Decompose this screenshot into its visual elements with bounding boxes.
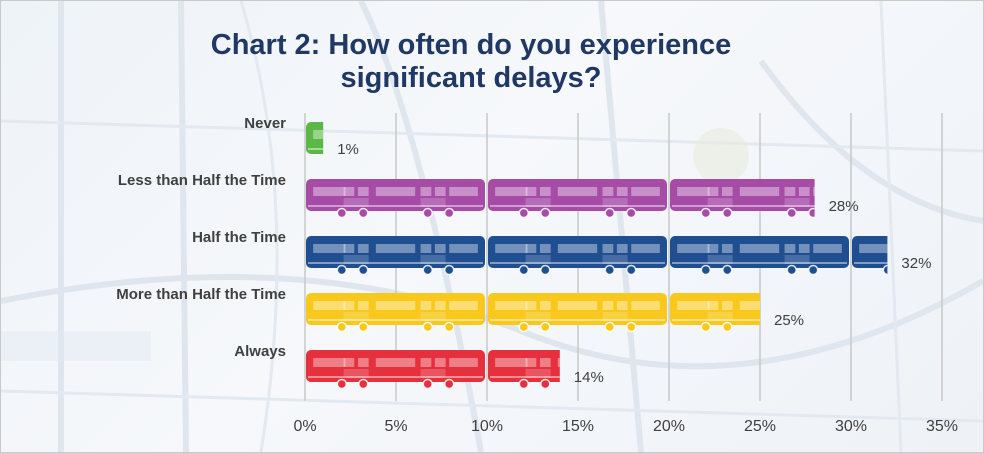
x-tick-label: 0% [293,418,316,435]
category-label: Always [234,343,286,360]
data-label: 1% [337,141,359,158]
bar [306,236,888,276]
data-label: 32% [901,255,931,272]
x-tick-label: 15% [562,418,594,435]
category-label: Less than Half the Time [118,172,286,189]
bar [306,179,815,219]
x-tick-label: 25% [744,418,776,435]
category-label: More than Half the Time [116,286,286,303]
data-label: 25% [774,312,804,329]
x-tick-label: 30% [835,418,867,435]
category-label: Never [244,115,286,132]
bar [306,350,560,390]
bar [306,122,324,154]
x-tick-label: 10% [471,418,503,435]
bar [306,293,760,333]
x-tick-label: 5% [384,418,407,435]
data-label: 14% [574,369,604,386]
data-label: 28% [829,198,859,215]
chart-title: Chart 2: How often do you experience sig… [210,29,732,94]
category-label: Half the Time [192,229,286,246]
x-tick-label: 20% [653,418,685,435]
x-tick-label: 35% [926,418,958,435]
